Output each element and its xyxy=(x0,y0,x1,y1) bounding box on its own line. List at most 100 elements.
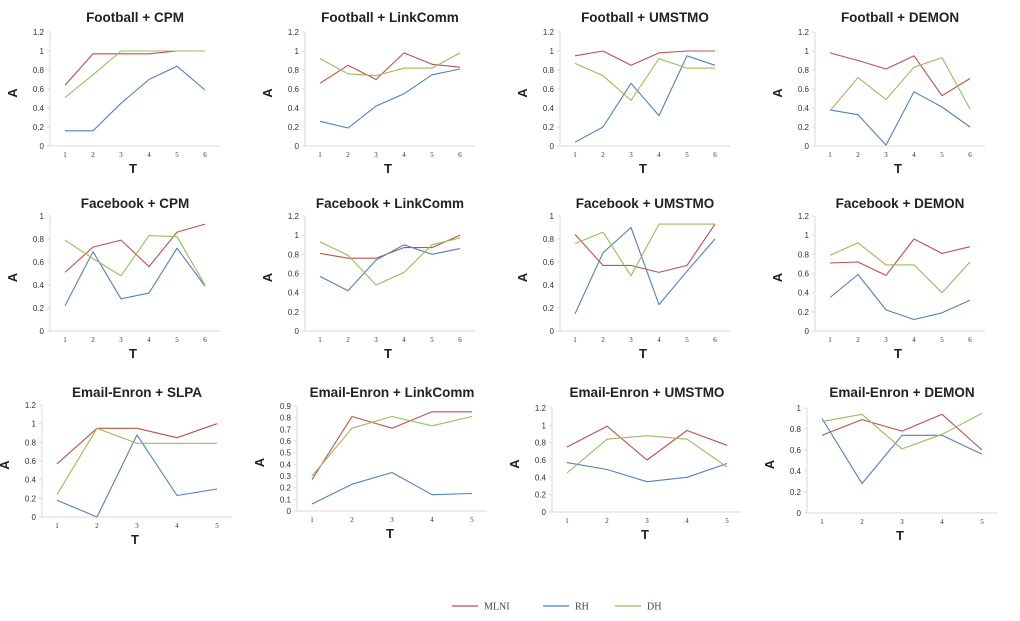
x-axis-label: T xyxy=(894,161,902,176)
series-line-dh xyxy=(574,58,715,101)
y-axis-label: A xyxy=(260,272,275,282)
y-axis-label: A xyxy=(507,459,522,469)
y-tick-label: 0 xyxy=(287,507,292,516)
y-tick-label: 1 xyxy=(295,47,300,56)
y-tick-label: 1 xyxy=(550,212,555,221)
chart-title: Facebook + CPM xyxy=(81,196,189,211)
x-tick-label: 3 xyxy=(645,517,649,525)
x-tick-label: 3 xyxy=(629,336,633,344)
series-line-rh xyxy=(319,68,461,129)
x-tick-label: 4 xyxy=(147,151,151,159)
chart-title: Email-Enron + LinkComm xyxy=(310,385,475,400)
x-tick-label: 4 xyxy=(657,151,661,159)
x-axis-label: T xyxy=(896,528,904,543)
x-axis-label: T xyxy=(639,161,647,176)
y-tick-label: 0.4 xyxy=(790,467,802,476)
series-line-dh xyxy=(821,412,983,450)
y-tick-label: 0.4 xyxy=(288,289,300,298)
y-tick-label: 0.6 xyxy=(543,85,555,94)
y-tick-label: 0 xyxy=(32,513,37,522)
x-tick-label: 2 xyxy=(95,522,99,530)
series-line-dh xyxy=(319,237,461,286)
series-line-mlni xyxy=(64,223,206,273)
x-axis-label: T xyxy=(129,346,137,361)
y-tick-label: 0.7 xyxy=(280,425,292,434)
chart-panel-4: Football + DEMON 0 0.2 0.4 0.6 0.8 1 1.2 1 2 3 4 5 6 T… xyxy=(770,10,985,176)
series-line-rh xyxy=(566,462,728,483)
x-tick-label: 1 xyxy=(318,151,322,159)
x-tick-label: 5 xyxy=(940,336,944,344)
x-tick-label: 5 xyxy=(685,336,689,344)
x-tick-label: 1 xyxy=(573,151,577,159)
x-axis-label: T xyxy=(641,527,649,542)
series-line-mlni xyxy=(821,413,983,451)
x-tick-label: 4 xyxy=(147,336,151,344)
y-tick-label: 0.4 xyxy=(280,460,292,469)
y-tick-label: 0.6 xyxy=(798,85,810,94)
y-tick-label: 0.9 xyxy=(280,402,292,411)
x-tick-label: 6 xyxy=(458,336,462,344)
chart-title: Football + UMSTMO xyxy=(581,10,709,25)
series-line-mlni xyxy=(574,50,715,66)
x-tick-label: 5 xyxy=(215,522,219,530)
chart-panel-8: Facebook + DEMON 0 0.2 0.4 0.6 0.8 1 1.2 1 2 3 4 5 6 T… xyxy=(770,196,985,361)
y-tick-label: 0.2 xyxy=(543,123,555,132)
series-line-rh xyxy=(829,91,971,146)
y-tick-label: 0.4 xyxy=(33,104,45,113)
x-tick-label: 5 xyxy=(685,151,689,159)
x-tick-label: 6 xyxy=(203,151,207,159)
x-tick-label: 4 xyxy=(912,151,916,159)
chart-panel-6: Facebook + LinkComm 0 0.2 0.4 0.6 0.8 1 1.2 1 2 3 4… xyxy=(260,196,475,361)
y-tick-label: 0.6 xyxy=(790,446,802,455)
x-tick-label: 2 xyxy=(346,151,350,159)
chart-panel-1: Football + CPM 0 0.2 0.4 0.6 0.8 1 1.2 1 2 3 4 5 6 T A xyxy=(5,10,220,176)
x-tick-label: 3 xyxy=(390,516,394,524)
series-line-dh xyxy=(64,50,205,98)
y-tick-label: 0 xyxy=(797,509,802,518)
x-tick-label: 5 xyxy=(430,336,434,344)
chart-panel-3: Football + UMSTMO 0 0.2 0.4 0.6 0.8 1 1.2 1 2 3 4 5 6… xyxy=(515,10,730,176)
y-tick-label: 0.6 xyxy=(25,457,37,466)
y-tick-label: 0.2 xyxy=(798,123,810,132)
x-tick-label: 3 xyxy=(119,151,123,159)
y-tick-label: 1 xyxy=(805,231,810,240)
y-tick-label: 0 xyxy=(550,142,555,151)
chart-panel-12: Email-Enron + DEMON 0 0.2 0.4 0.6 0.8 1 1 2 3 4 5 T A xyxy=(762,385,997,543)
y-tick-label: 0.6 xyxy=(33,85,45,94)
x-tick-label: 4 xyxy=(402,336,406,344)
y-axis-label: A xyxy=(5,88,20,98)
x-tick-label: 4 xyxy=(175,522,179,530)
y-tick-label: 0 xyxy=(295,327,300,336)
chart-title: Email-Enron + UMSTMO xyxy=(570,385,725,400)
x-tick-label: 2 xyxy=(601,336,605,344)
series-line-dh xyxy=(319,52,461,77)
x-tick-label: 5 xyxy=(175,336,179,344)
y-tick-label: 0 xyxy=(805,327,810,336)
series-line-dh xyxy=(64,235,206,286)
y-axis-label: A xyxy=(762,459,777,469)
x-tick-label: 1 xyxy=(310,516,314,524)
x-axis-label: T xyxy=(131,532,139,547)
y-axis-label: A xyxy=(260,88,275,98)
x-tick-label: 1 xyxy=(573,336,577,344)
x-tick-label: 1 xyxy=(820,518,824,526)
y-tick-label: 0.4 xyxy=(798,104,810,113)
chart-title: Facebook + DEMON xyxy=(836,196,965,211)
y-tick-label: 0.2 xyxy=(33,304,45,313)
series-line-dh xyxy=(829,242,971,294)
x-tick-label: 4 xyxy=(912,336,916,344)
series-line-mlni xyxy=(56,423,218,465)
x-tick-label: 2 xyxy=(856,336,860,344)
x-tick-label: 6 xyxy=(968,336,972,344)
x-tick-label: 2 xyxy=(91,336,95,344)
series-line-mlni xyxy=(319,52,461,84)
y-tick-label: 0.1 xyxy=(280,495,292,504)
y-tick-label: 0.6 xyxy=(33,258,45,267)
series-line-mlni xyxy=(829,52,971,97)
series-line-dh xyxy=(574,223,715,277)
y-tick-label: 1.2 xyxy=(798,28,810,37)
legend-label-dh: DH xyxy=(647,602,661,613)
y-tick-label: 1 xyxy=(542,421,547,430)
y-axis-label: A xyxy=(0,460,12,470)
series-line-rh xyxy=(574,55,716,143)
